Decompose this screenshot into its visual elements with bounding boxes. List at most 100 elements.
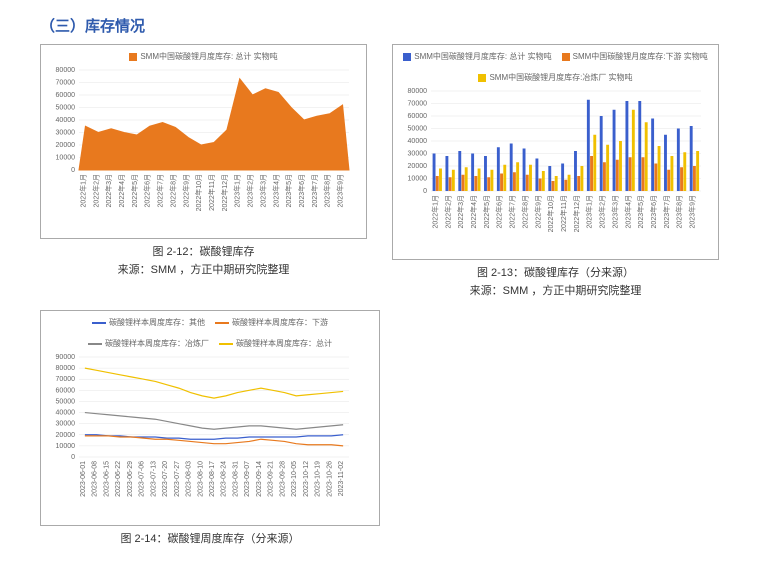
svg-text:2022年12月: 2022年12月 bbox=[572, 195, 581, 232]
chart-b-box: SMM中国碳酸锂月度库存: 总计 实物吨SMM中国碳酸锂月度库存:下游 实物吨S… bbox=[392, 44, 719, 260]
svg-text:2022年10月: 2022年10月 bbox=[546, 195, 555, 232]
chart-b-column: SMM中国碳酸锂月度库存: 总计 实物吨SMM中国碳酸锂月度库存:下游 实物吨S… bbox=[392, 44, 719, 304]
svg-text:2022年1月: 2022年1月 bbox=[430, 195, 439, 228]
svg-text:2023-08-03: 2023-08-03 bbox=[186, 461, 193, 497]
svg-text:2023年7月: 2023年7月 bbox=[662, 195, 671, 228]
svg-text:0: 0 bbox=[423, 188, 427, 195]
svg-text:2023年3月: 2023年3月 bbox=[610, 195, 619, 228]
svg-text:2022年3月: 2022年3月 bbox=[104, 174, 113, 207]
svg-text:2023-09-28: 2023-09-28 bbox=[279, 461, 286, 497]
svg-text:2023年9月: 2023年9月 bbox=[688, 195, 697, 228]
svg-text:2022年5月: 2022年5月 bbox=[482, 195, 491, 228]
svg-text:2022年12月: 2022年12月 bbox=[220, 174, 229, 211]
chart-b-caption: 图 2-13：碳酸锂库存（分来源） bbox=[392, 264, 719, 280]
svg-text:2023-08-17: 2023-08-17 bbox=[209, 461, 216, 497]
chart-b-source: 来源：SMM ，方正中期研究院整理 bbox=[392, 282, 719, 298]
svg-text:2023年6月: 2023年6月 bbox=[297, 174, 306, 207]
svg-text:10000: 10000 bbox=[56, 155, 76, 162]
svg-text:90000: 90000 bbox=[56, 354, 76, 361]
svg-text:2022年7月: 2022年7月 bbox=[508, 195, 517, 228]
svg-text:2022年4月: 2022年4月 bbox=[117, 174, 126, 207]
chart-a-legend: SMM中国碳酸锂月度库存: 总计 实物吨 bbox=[45, 51, 362, 62]
svg-text:2023年8月: 2023年8月 bbox=[323, 174, 332, 207]
svg-text:2022年8月: 2022年8月 bbox=[168, 174, 177, 207]
svg-text:0: 0 bbox=[71, 454, 75, 461]
svg-text:40000: 40000 bbox=[408, 138, 428, 145]
svg-text:20000: 20000 bbox=[56, 142, 76, 149]
chart-c-caption: 图 2-14：碳酸锂周度库存（分来源） bbox=[40, 530, 380, 546]
chart-a-source: 来源：SMM ，方正中期研究院整理 bbox=[40, 261, 367, 277]
svg-text:2022年2月: 2022年2月 bbox=[443, 195, 452, 228]
svg-text:60000: 60000 bbox=[408, 113, 428, 120]
svg-text:2023-09-21: 2023-09-21 bbox=[268, 461, 275, 497]
svg-text:0: 0 bbox=[71, 167, 75, 174]
svg-text:2023-10-19: 2023-10-19 bbox=[315, 461, 322, 497]
svg-text:80000: 80000 bbox=[408, 88, 428, 95]
chart-b-svg: 0100002000030000400005000060000700008000… bbox=[397, 85, 707, 250]
svg-text:40000: 40000 bbox=[56, 117, 76, 124]
chart-c-legend: 碳酸锂样本周度库存：其他碳酸锂样本周度库存：下游碳酸锂样本周度库存：冶炼厂碳酸锂… bbox=[45, 317, 375, 349]
svg-text:2023年2月: 2023年2月 bbox=[246, 174, 255, 207]
svg-text:2023-07-27: 2023-07-27 bbox=[174, 461, 181, 497]
svg-text:2023-10-05: 2023-10-05 bbox=[291, 461, 298, 497]
svg-text:2023年8月: 2023年8月 bbox=[675, 195, 684, 228]
svg-text:80000: 80000 bbox=[56, 67, 76, 74]
svg-text:2023年1月: 2023年1月 bbox=[585, 195, 594, 228]
svg-text:2023-06-15: 2023-06-15 bbox=[103, 461, 110, 497]
svg-text:2022年3月: 2022年3月 bbox=[456, 195, 465, 228]
chart-a-caption: 图 2-12：碳酸锂库存 bbox=[40, 243, 367, 259]
svg-text:2023-08-31: 2023-08-31 bbox=[232, 461, 239, 497]
svg-text:70000: 70000 bbox=[408, 101, 428, 108]
svg-text:2023-06-01: 2023-06-01 bbox=[80, 461, 87, 497]
svg-text:2023-07-13: 2023-07-13 bbox=[150, 461, 157, 497]
svg-text:60000: 60000 bbox=[56, 387, 76, 394]
svg-text:50000: 50000 bbox=[408, 126, 428, 133]
svg-text:50000: 50000 bbox=[56, 398, 76, 405]
svg-text:2022年9月: 2022年9月 bbox=[181, 174, 190, 207]
svg-text:2022年4月: 2022年4月 bbox=[469, 195, 478, 228]
chart-c-svg: 0100002000030000400005000060000700008000… bbox=[45, 351, 355, 516]
svg-text:2022年6月: 2022年6月 bbox=[495, 195, 504, 228]
svg-text:2023-10-26: 2023-10-26 bbox=[326, 461, 333, 497]
svg-text:70000: 70000 bbox=[56, 376, 76, 383]
svg-text:2023年5月: 2023年5月 bbox=[636, 195, 645, 228]
svg-text:70000: 70000 bbox=[56, 80, 76, 87]
svg-text:2022年7月: 2022年7月 bbox=[156, 174, 165, 207]
svg-text:50000: 50000 bbox=[56, 105, 76, 112]
svg-text:30000: 30000 bbox=[408, 151, 428, 158]
svg-text:2022年9月: 2022年9月 bbox=[533, 195, 542, 228]
svg-text:2023年9月: 2023年9月 bbox=[336, 174, 345, 207]
svg-text:30000: 30000 bbox=[56, 421, 76, 428]
chart-c-column: 碳酸锂样本周度库存：其他碳酸锂样本周度库存：下游碳酸锂样本周度库存：冶炼厂碳酸锂… bbox=[40, 310, 380, 548]
svg-text:2023年3月: 2023年3月 bbox=[258, 174, 267, 207]
svg-text:2023年4月: 2023年4月 bbox=[623, 195, 632, 228]
svg-text:2023-07-06: 2023-07-06 bbox=[139, 461, 146, 497]
chart-c-box: 碳酸锂样本周度库存：其他碳酸锂样本周度库存：下游碳酸锂样本周度库存：冶炼厂碳酸锂… bbox=[40, 310, 380, 526]
svg-text:2023-06-08: 2023-06-08 bbox=[92, 461, 99, 497]
svg-text:2023-06-22: 2023-06-22 bbox=[115, 461, 122, 497]
svg-text:2022年10月: 2022年10月 bbox=[194, 174, 203, 211]
svg-text:2022年11月: 2022年11月 bbox=[559, 195, 568, 232]
svg-text:2023年5月: 2023年5月 bbox=[284, 174, 293, 207]
chart-b-legend: SMM中国碳酸锂月度库存: 总计 实物吨SMM中国碳酸锂月度库存:下游 实物吨S… bbox=[397, 51, 714, 83]
svg-text:2023-07-20: 2023-07-20 bbox=[162, 461, 169, 497]
svg-text:2022年8月: 2022年8月 bbox=[520, 195, 529, 228]
chart-a-svg: 0100002000030000400005000060000700008000… bbox=[45, 64, 355, 229]
chart-a-box: SMM中国碳酸锂月度库存: 总计 实物吨 0100002000030000400… bbox=[40, 44, 367, 239]
svg-text:2023年4月: 2023年4月 bbox=[271, 174, 280, 207]
svg-text:2023年1月: 2023年1月 bbox=[233, 174, 242, 207]
svg-text:2022年1月: 2022年1月 bbox=[78, 174, 87, 207]
section-title: （三）库存情况 bbox=[40, 15, 719, 36]
chart-a-column: SMM中国碳酸锂月度库存: 总计 实物吨 0100002000030000400… bbox=[40, 44, 367, 304]
svg-text:2023-10-12: 2023-10-12 bbox=[303, 461, 310, 497]
svg-text:2023-09-07: 2023-09-07 bbox=[244, 461, 251, 497]
charts-row-2: 碳酸锂样本周度库存：其他碳酸锂样本周度库存：下游碳酸锂样本周度库存：冶炼厂碳酸锂… bbox=[40, 310, 719, 548]
svg-text:2023-08-10: 2023-08-10 bbox=[197, 461, 204, 497]
svg-text:2022年11月: 2022年11月 bbox=[207, 174, 216, 211]
svg-text:2022年2月: 2022年2月 bbox=[91, 174, 100, 207]
svg-text:2023年2月: 2023年2月 bbox=[598, 195, 607, 228]
svg-text:20000: 20000 bbox=[408, 163, 428, 170]
svg-text:80000: 80000 bbox=[56, 365, 76, 372]
svg-text:2023-09-14: 2023-09-14 bbox=[256, 461, 263, 497]
charts-row-1: SMM中国碳酸锂月度库存: 总计 实物吨 0 10000 20000 30000 400… bbox=[40, 44, 719, 304]
